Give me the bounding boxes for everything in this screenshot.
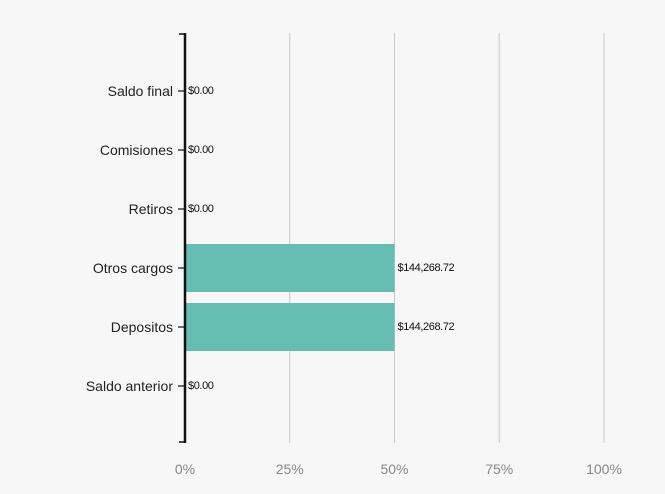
- bar: [185, 303, 395, 351]
- data-label: $144,268.72: [398, 262, 455, 274]
- category-label: Depositos: [111, 319, 173, 335]
- axes: [178, 33, 185, 443]
- category-label: Saldo anterior: [86, 378, 174, 394]
- data-label: $0.00: [188, 85, 214, 97]
- x-tick-label: 50%: [380, 461, 408, 477]
- category-label: Retiros: [129, 201, 173, 217]
- category-label: Comisiones: [100, 142, 173, 158]
- data-label: $0.00: [188, 203, 214, 215]
- data-label: $0.00: [188, 380, 214, 392]
- category-label: Saldo final: [108, 83, 173, 99]
- bar: [185, 244, 395, 292]
- data-label: $0.00: [188, 144, 214, 156]
- x-tick-label: 100%: [586, 461, 622, 477]
- data-label: $144,268.72: [398, 321, 455, 333]
- x-tick-label: 75%: [485, 461, 513, 477]
- x-tick-label: 0%: [175, 461, 195, 477]
- gridlines: [290, 33, 604, 443]
- x-tick-label: 25%: [276, 461, 304, 477]
- category-label: Otros cargos: [93, 260, 173, 276]
